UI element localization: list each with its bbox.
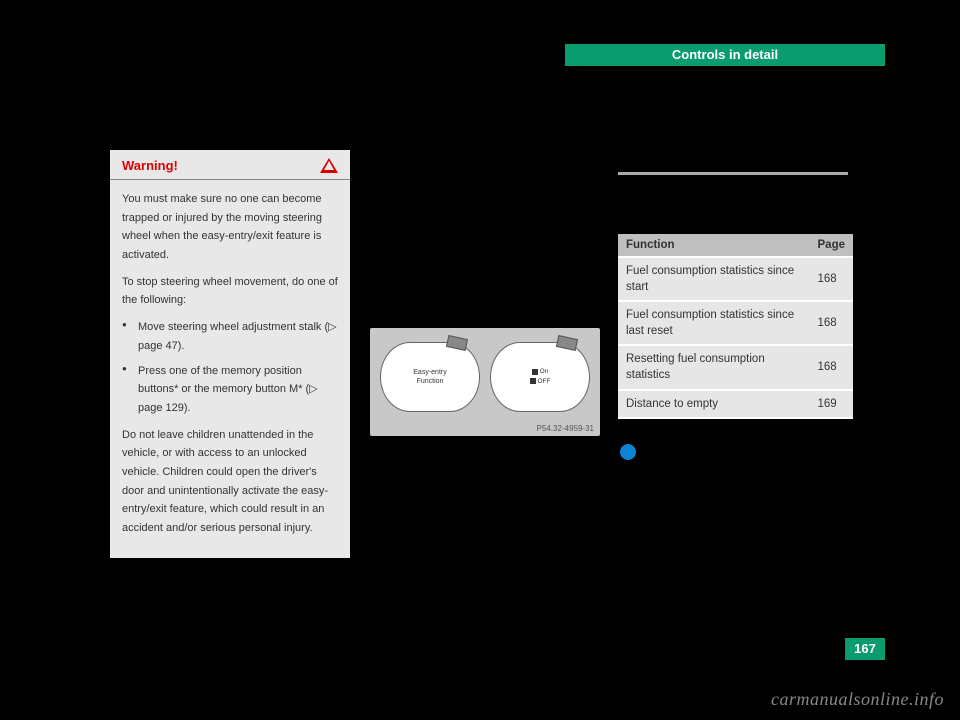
table-cell-function: Fuel consumption statistics since start	[618, 257, 810, 301]
watermark: carmanualsonline.info	[771, 689, 944, 710]
table-row: Fuel consumption statistics since start …	[618, 257, 853, 301]
table-cell-page: 168	[810, 345, 854, 389]
display-label: Function	[417, 377, 444, 386]
table-header-function: Function	[618, 234, 810, 257]
info-icon	[620, 444, 636, 460]
warning-body: You must make sure no one can become tra…	[110, 180, 350, 558]
panel-tab-icon	[556, 335, 578, 351]
panel-tab-icon	[446, 335, 468, 351]
warning-box: Warning! You must make sure no one can b…	[110, 150, 350, 558]
display-panel-right: On OFF	[490, 342, 590, 412]
table-row: Distance to empty 169	[618, 390, 853, 418]
display-figure: Easy-entry Function On OFF P54.32-4959-3…	[370, 328, 600, 436]
section-header: Controls in detail	[565, 44, 885, 66]
table-cell-page: 169	[810, 390, 854, 418]
figure-code: P54.32-4959-31	[537, 424, 594, 433]
table-row: Fuel consumption statistics since last r…	[618, 301, 853, 345]
warning-triangle-icon	[320, 158, 338, 173]
warning-list: Move steering wheel adjustment stalk (▷ …	[122, 318, 338, 417]
table-cell-function: Resetting fuel consumption statistics	[618, 345, 810, 389]
page-number-badge: 167	[845, 638, 885, 660]
table-cell-page: 168	[810, 301, 854, 345]
display-panel-left: Easy-entry Function	[380, 342, 480, 412]
warning-para-2: To stop steering wheel movement, do one …	[122, 273, 338, 310]
warning-title: Warning!	[122, 158, 178, 173]
table-cell-function: Distance to empty	[618, 390, 810, 418]
on-label: On	[540, 368, 549, 375]
table-row: Resetting fuel consumption statistics 16…	[618, 345, 853, 389]
on-off-labels: On OFF	[530, 367, 551, 387]
table-cell-page: 168	[810, 257, 854, 301]
off-label: OFF	[538, 378, 551, 385]
table-header-row: Function Page	[618, 234, 853, 257]
warning-list-item: Move steering wheel adjustment stalk (▷ …	[122, 318, 338, 355]
warning-para-3: Do not leave children unattended in the …	[122, 426, 338, 538]
warning-header: Warning!	[110, 150, 350, 180]
section-rule	[618, 172, 848, 175]
function-table: Function Page Fuel consumption statistic…	[618, 234, 853, 419]
table-header-page: Page	[810, 234, 854, 257]
warning-para-1: You must make sure no one can become tra…	[122, 190, 338, 265]
table-cell-function: Fuel consumption statistics since last r…	[618, 301, 810, 345]
display-label: Easy-entry	[413, 368, 446, 377]
warning-list-item: Press one of the memory position buttons…	[122, 362, 338, 418]
